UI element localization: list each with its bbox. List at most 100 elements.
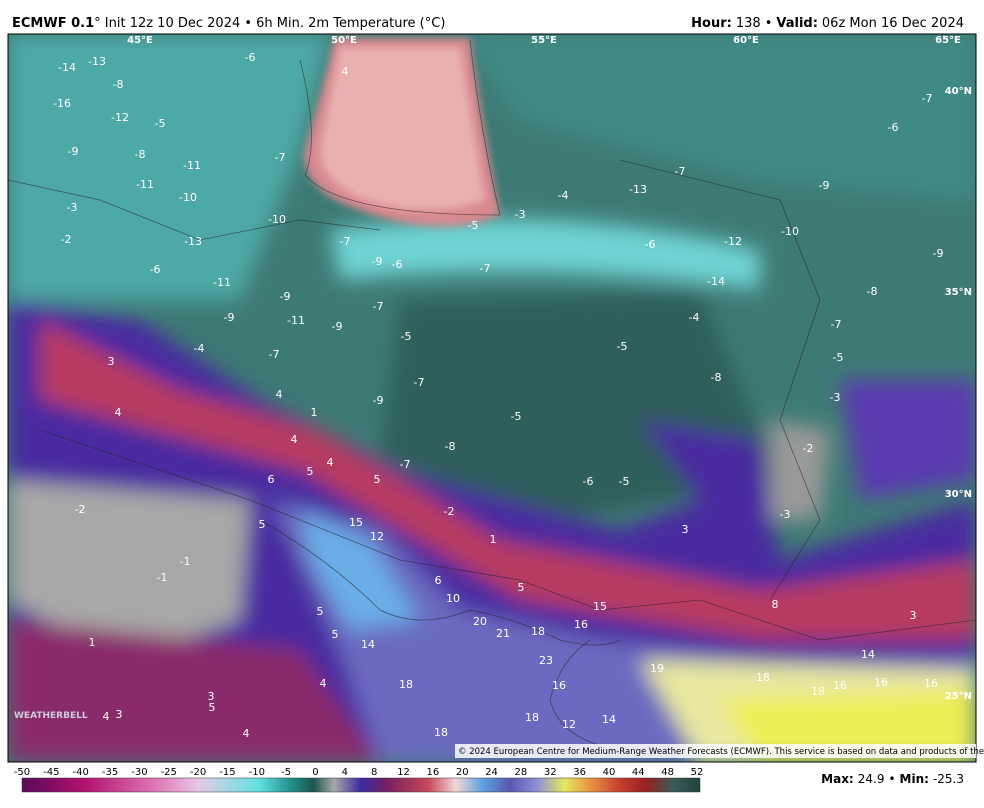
temperature-label: 5 <box>307 465 314 478</box>
temperature-label: -7 <box>275 151 286 164</box>
latitude-label: 40°N <box>945 86 972 97</box>
temperature-label: -7 <box>675 165 686 178</box>
temperature-label: -14 <box>58 61 76 74</box>
colorbar-tick-label: -5 <box>281 767 291 778</box>
temperature-label: -3 <box>830 391 841 404</box>
temperature-label: -9 <box>933 247 944 260</box>
temperature-label: -11 <box>136 178 154 191</box>
temperature-label: 4 <box>342 65 349 78</box>
temperature-label: 1 <box>311 406 318 419</box>
colorbar-tick-label: 24 <box>485 767 498 778</box>
header-title: ° Init 12z 10 Dec 2024 • 6h Min. 2m Temp… <box>94 16 445 31</box>
temperature-label: -6 <box>645 238 656 251</box>
temperature-label: -5 <box>155 117 166 130</box>
temperature-label: 5 <box>518 581 525 594</box>
separator: • <box>888 772 895 786</box>
temperature-label: -5 <box>619 475 630 488</box>
temperature-label: -3 <box>67 201 78 214</box>
longitude-label: 45°E <box>127 35 153 46</box>
temperature-label: 4 <box>115 406 122 419</box>
temperature-label: -7 <box>269 348 280 361</box>
colorbar-tick-label: -35 <box>102 767 118 778</box>
temperature-label: -13 <box>184 235 202 248</box>
temperature-label: 15 <box>349 516 363 529</box>
temperature-label: -7 <box>922 92 933 105</box>
separator: • <box>765 16 773 31</box>
temperature-label: 14 <box>361 638 375 651</box>
temperature-label: -5 <box>511 410 522 423</box>
temperature-label: -4 <box>558 189 569 202</box>
longitude-label: 60°E <box>733 35 759 46</box>
temperature-label: -7 <box>400 458 411 471</box>
colorbar-tick-label: -10 <box>249 767 265 778</box>
temperature-label: 21 <box>496 627 510 640</box>
colorbar-tick-label: -45 <box>43 767 59 778</box>
temperature-label: 18 <box>531 625 545 638</box>
colorbar-tick-label: -15 <box>219 767 235 778</box>
colorbar-tick-label: 44 <box>632 767 645 778</box>
temperature-label: -8 <box>445 440 456 453</box>
colorbar-tick-label: 0 <box>312 767 318 778</box>
temperature-label: -4 <box>689 311 700 324</box>
colorbar-tick-label: 52 <box>691 767 704 778</box>
temperature-label: -5 <box>401 330 412 343</box>
temperature-label: -8 <box>711 371 722 384</box>
longitude-label: 55°E <box>531 35 557 46</box>
min-value: -25.3 <box>933 772 964 786</box>
header-right: Hour: 138 • Valid: 06z Mon 16 Dec 2024 <box>691 16 964 31</box>
colorbar-tick-label: -20 <box>190 767 206 778</box>
logo: WEATHERBELL <box>14 711 88 721</box>
temperature-label: 23 <box>539 654 553 667</box>
colorbar-tick-label: 40 <box>603 767 616 778</box>
temperature-label: 18 <box>399 678 413 691</box>
temperature-label: 18 <box>525 711 539 724</box>
temperature-label: -8 <box>135 148 146 161</box>
temperature-label: -7 <box>373 300 384 313</box>
temperature-label: -6 <box>245 51 256 64</box>
colorbar <box>21 777 701 793</box>
temperature-label: -16 <box>53 97 71 110</box>
temperature-label: -13 <box>629 183 647 196</box>
temperature-label: 4 <box>103 710 110 723</box>
temperature-label: 15 <box>593 600 607 613</box>
temperature-label: -11 <box>213 276 231 289</box>
temperature-label: -9 <box>373 394 384 407</box>
temperature-label: 5 <box>317 605 324 618</box>
temperature-label: 16 <box>574 618 588 631</box>
temperature-label: -5 <box>468 219 479 232</box>
temperature-label: -9 <box>280 290 291 303</box>
valid-time: 06z Mon 16 Dec 2024 <box>822 16 964 31</box>
temperature-label: -3 <box>780 508 791 521</box>
temperature-label: 6 <box>268 473 275 486</box>
temperature-label: 3 <box>208 690 215 703</box>
hour-label: Hour: <box>691 16 732 31</box>
colorbar-tick-label: 8 <box>371 767 377 778</box>
temperature-label: -7 <box>480 262 491 275</box>
temperature-label: 3 <box>910 609 917 622</box>
temperature-label: -4 <box>194 342 205 355</box>
temperature-label: -9 <box>819 179 830 192</box>
temperature-label: -6 <box>150 263 161 276</box>
latitude-label: 25°N <box>945 691 972 702</box>
colorbar-tick-label: -25 <box>161 767 177 778</box>
temperature-label: 16 <box>874 676 888 689</box>
temperature-label: -11 <box>287 314 305 327</box>
max-label: Max: <box>821 772 854 786</box>
temperature-label: 16 <box>552 679 566 692</box>
latitude-label: 35°N <box>945 287 972 298</box>
temperature-label: 6 <box>435 574 442 587</box>
temperature-label: 18 <box>756 671 770 684</box>
temperature-label: 10 <box>446 592 460 605</box>
temperature-label: 18 <box>434 726 448 739</box>
temperature-label: 4 <box>291 433 298 446</box>
temperature-label: 16 <box>833 679 847 692</box>
temperature-label: -6 <box>583 475 594 488</box>
temperature-label: 4 <box>320 677 327 690</box>
temperature-label: 16 <box>924 677 938 690</box>
temperature-label: -7 <box>340 235 351 248</box>
temperature-label: 8 <box>772 598 779 611</box>
temperature-label: 3 <box>682 523 689 536</box>
temperature-label: 3 <box>116 708 123 721</box>
colorbar-tick-label: -30 <box>131 767 147 778</box>
